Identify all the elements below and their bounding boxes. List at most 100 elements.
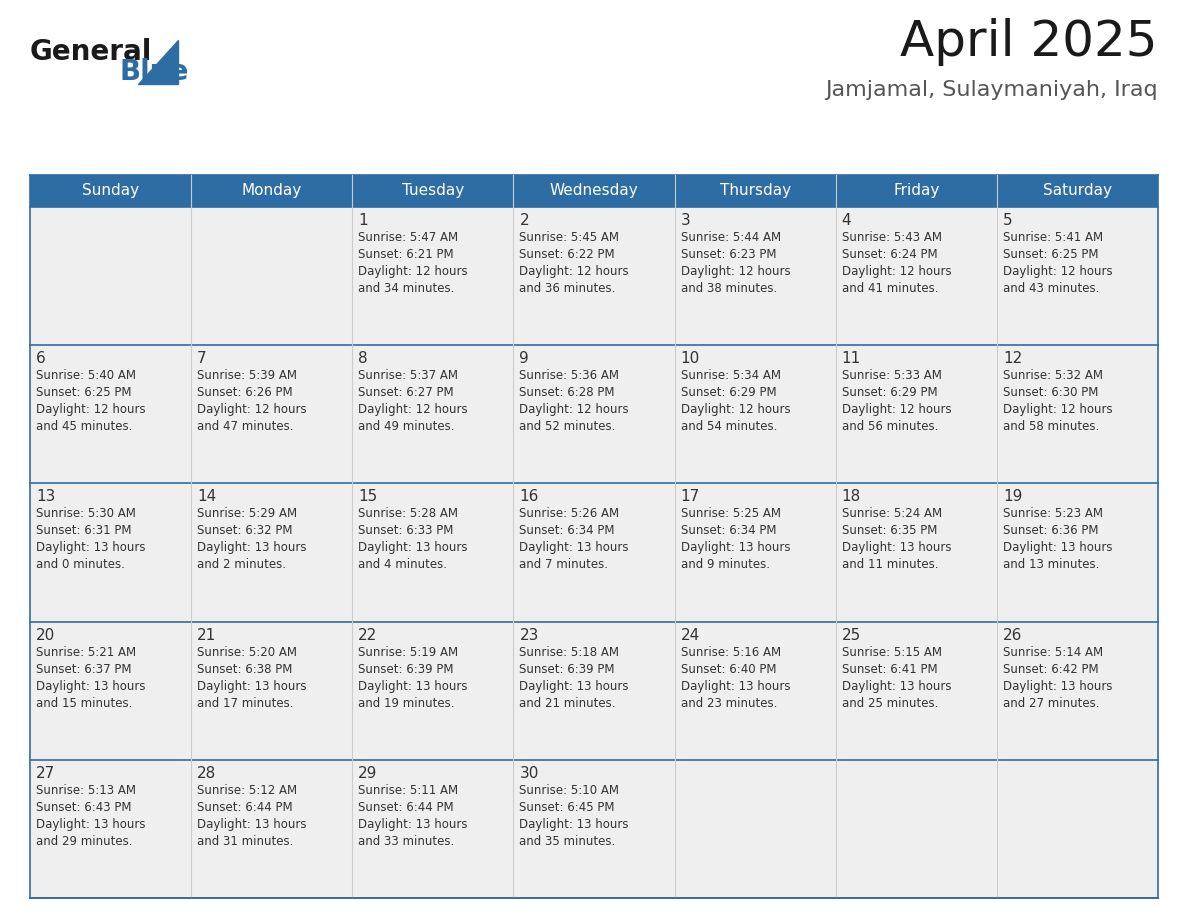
Bar xyxy=(191,175,353,207)
Text: April 2025: April 2025 xyxy=(901,18,1158,66)
Text: 21: 21 xyxy=(197,628,216,643)
Bar xyxy=(30,760,191,898)
Bar xyxy=(30,345,191,484)
Bar xyxy=(353,760,513,898)
Text: 20: 20 xyxy=(36,628,56,643)
Text: Sunrise: 5:11 AM
Sunset: 6:44 PM
Daylight: 13 hours
and 33 minutes.: Sunrise: 5:11 AM Sunset: 6:44 PM Dayligh… xyxy=(359,784,468,848)
Text: Sunrise: 5:16 AM
Sunset: 6:40 PM
Daylight: 13 hours
and 23 minutes.: Sunrise: 5:16 AM Sunset: 6:40 PM Dayligh… xyxy=(681,645,790,710)
Text: Sunrise: 5:28 AM
Sunset: 6:33 PM
Daylight: 13 hours
and 4 minutes.: Sunrise: 5:28 AM Sunset: 6:33 PM Dayligh… xyxy=(359,508,468,571)
Text: Sunrise: 5:23 AM
Sunset: 6:36 PM
Daylight: 13 hours
and 13 minutes.: Sunrise: 5:23 AM Sunset: 6:36 PM Dayligh… xyxy=(1003,508,1112,571)
Text: 15: 15 xyxy=(359,489,378,504)
Text: Thursday: Thursday xyxy=(720,184,791,198)
Bar xyxy=(191,621,353,760)
Text: 14: 14 xyxy=(197,489,216,504)
Text: Monday: Monday xyxy=(241,184,302,198)
Text: Sunrise: 5:18 AM
Sunset: 6:39 PM
Daylight: 13 hours
and 21 minutes.: Sunrise: 5:18 AM Sunset: 6:39 PM Dayligh… xyxy=(519,645,628,710)
Text: 13: 13 xyxy=(36,489,56,504)
Bar xyxy=(997,760,1158,898)
Text: Sunrise: 5:32 AM
Sunset: 6:30 PM
Daylight: 12 hours
and 58 minutes.: Sunrise: 5:32 AM Sunset: 6:30 PM Dayligh… xyxy=(1003,369,1112,433)
Text: Sunrise: 5:26 AM
Sunset: 6:34 PM
Daylight: 13 hours
and 7 minutes.: Sunrise: 5:26 AM Sunset: 6:34 PM Dayligh… xyxy=(519,508,628,571)
Bar xyxy=(997,621,1158,760)
Text: Sunrise: 5:44 AM
Sunset: 6:23 PM
Daylight: 12 hours
and 38 minutes.: Sunrise: 5:44 AM Sunset: 6:23 PM Dayligh… xyxy=(681,231,790,295)
Text: Sunrise: 5:12 AM
Sunset: 6:44 PM
Daylight: 13 hours
and 31 minutes.: Sunrise: 5:12 AM Sunset: 6:44 PM Dayligh… xyxy=(197,784,307,848)
Text: Jamjamal, Sulaymaniyah, Iraq: Jamjamal, Sulaymaniyah, Iraq xyxy=(826,80,1158,100)
Bar xyxy=(675,484,835,621)
Bar xyxy=(353,484,513,621)
Bar xyxy=(30,621,191,760)
Bar xyxy=(191,207,353,345)
Bar xyxy=(353,621,513,760)
Bar xyxy=(835,345,997,484)
Text: Sunrise: 5:29 AM
Sunset: 6:32 PM
Daylight: 13 hours
and 2 minutes.: Sunrise: 5:29 AM Sunset: 6:32 PM Dayligh… xyxy=(197,508,307,571)
Text: 23: 23 xyxy=(519,628,539,643)
Bar xyxy=(835,621,997,760)
Polygon shape xyxy=(138,40,178,84)
Text: Sunrise: 5:24 AM
Sunset: 6:35 PM
Daylight: 13 hours
and 11 minutes.: Sunrise: 5:24 AM Sunset: 6:35 PM Dayligh… xyxy=(842,508,952,571)
Bar xyxy=(513,484,675,621)
Text: Sunrise: 5:30 AM
Sunset: 6:31 PM
Daylight: 13 hours
and 0 minutes.: Sunrise: 5:30 AM Sunset: 6:31 PM Dayligh… xyxy=(36,508,145,571)
Bar xyxy=(675,621,835,760)
Text: 24: 24 xyxy=(681,628,700,643)
Text: Sunrise: 5:15 AM
Sunset: 6:41 PM
Daylight: 13 hours
and 25 minutes.: Sunrise: 5:15 AM Sunset: 6:41 PM Dayligh… xyxy=(842,645,952,710)
Text: 3: 3 xyxy=(681,213,690,228)
Bar xyxy=(675,345,835,484)
Text: 25: 25 xyxy=(842,628,861,643)
Bar xyxy=(191,345,353,484)
Text: 27: 27 xyxy=(36,766,56,781)
Text: 16: 16 xyxy=(519,489,539,504)
Text: 26: 26 xyxy=(1003,628,1022,643)
Bar xyxy=(997,345,1158,484)
Bar xyxy=(353,175,513,207)
Text: 2: 2 xyxy=(519,213,529,228)
Bar xyxy=(997,175,1158,207)
Text: Wednesday: Wednesday xyxy=(550,184,638,198)
Text: 8: 8 xyxy=(359,352,368,366)
Text: 4: 4 xyxy=(842,213,852,228)
Text: Sunrise: 5:47 AM
Sunset: 6:21 PM
Daylight: 12 hours
and 34 minutes.: Sunrise: 5:47 AM Sunset: 6:21 PM Dayligh… xyxy=(359,231,468,295)
Bar xyxy=(30,207,191,345)
Text: 11: 11 xyxy=(842,352,861,366)
Text: 19: 19 xyxy=(1003,489,1022,504)
Bar xyxy=(997,484,1158,621)
Text: Sunrise: 5:34 AM
Sunset: 6:29 PM
Daylight: 12 hours
and 54 minutes.: Sunrise: 5:34 AM Sunset: 6:29 PM Dayligh… xyxy=(681,369,790,433)
Text: Sunrise: 5:45 AM
Sunset: 6:22 PM
Daylight: 12 hours
and 36 minutes.: Sunrise: 5:45 AM Sunset: 6:22 PM Dayligh… xyxy=(519,231,630,295)
Text: Sunrise: 5:20 AM
Sunset: 6:38 PM
Daylight: 13 hours
and 17 minutes.: Sunrise: 5:20 AM Sunset: 6:38 PM Dayligh… xyxy=(197,645,307,710)
Text: 6: 6 xyxy=(36,352,46,366)
Bar xyxy=(30,484,191,621)
Bar xyxy=(353,345,513,484)
Bar xyxy=(191,484,353,621)
Text: Sunrise: 5:33 AM
Sunset: 6:29 PM
Daylight: 12 hours
and 56 minutes.: Sunrise: 5:33 AM Sunset: 6:29 PM Dayligh… xyxy=(842,369,952,433)
Text: Sunrise: 5:43 AM
Sunset: 6:24 PM
Daylight: 12 hours
and 41 minutes.: Sunrise: 5:43 AM Sunset: 6:24 PM Dayligh… xyxy=(842,231,952,295)
Text: 9: 9 xyxy=(519,352,529,366)
Bar xyxy=(513,175,675,207)
Bar xyxy=(997,207,1158,345)
Bar xyxy=(835,175,997,207)
Bar xyxy=(513,621,675,760)
Bar xyxy=(675,760,835,898)
Text: Sunrise: 5:39 AM
Sunset: 6:26 PM
Daylight: 12 hours
and 47 minutes.: Sunrise: 5:39 AM Sunset: 6:26 PM Dayligh… xyxy=(197,369,307,433)
Text: Sunrise: 5:13 AM
Sunset: 6:43 PM
Daylight: 13 hours
and 29 minutes.: Sunrise: 5:13 AM Sunset: 6:43 PM Dayligh… xyxy=(36,784,145,848)
Text: Sunrise: 5:36 AM
Sunset: 6:28 PM
Daylight: 12 hours
and 52 minutes.: Sunrise: 5:36 AM Sunset: 6:28 PM Dayligh… xyxy=(519,369,630,433)
Bar xyxy=(835,760,997,898)
Text: 30: 30 xyxy=(519,766,539,781)
Bar xyxy=(513,345,675,484)
Text: 7: 7 xyxy=(197,352,207,366)
Text: Sunrise: 5:40 AM
Sunset: 6:25 PM
Daylight: 12 hours
and 45 minutes.: Sunrise: 5:40 AM Sunset: 6:25 PM Dayligh… xyxy=(36,369,146,433)
Text: Sunrise: 5:21 AM
Sunset: 6:37 PM
Daylight: 13 hours
and 15 minutes.: Sunrise: 5:21 AM Sunset: 6:37 PM Dayligh… xyxy=(36,645,145,710)
Text: 10: 10 xyxy=(681,352,700,366)
Text: Sunday: Sunday xyxy=(82,184,139,198)
Bar xyxy=(835,207,997,345)
Text: Friday: Friday xyxy=(893,184,940,198)
Text: Saturday: Saturday xyxy=(1043,184,1112,198)
Bar xyxy=(191,760,353,898)
Text: Sunrise: 5:41 AM
Sunset: 6:25 PM
Daylight: 12 hours
and 43 minutes.: Sunrise: 5:41 AM Sunset: 6:25 PM Dayligh… xyxy=(1003,231,1112,295)
Bar xyxy=(513,760,675,898)
Text: 29: 29 xyxy=(359,766,378,781)
Bar xyxy=(353,207,513,345)
Bar xyxy=(675,175,835,207)
Bar xyxy=(835,484,997,621)
Bar xyxy=(675,207,835,345)
Text: 17: 17 xyxy=(681,489,700,504)
Text: Sunrise: 5:10 AM
Sunset: 6:45 PM
Daylight: 13 hours
and 35 minutes.: Sunrise: 5:10 AM Sunset: 6:45 PM Dayligh… xyxy=(519,784,628,848)
Text: 5: 5 xyxy=(1003,213,1012,228)
